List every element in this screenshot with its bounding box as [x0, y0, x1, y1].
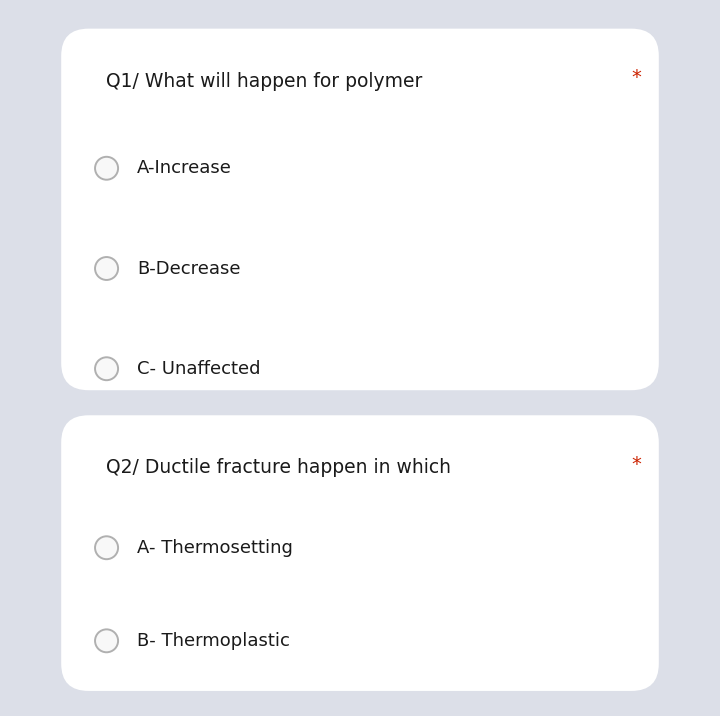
Circle shape: [95, 357, 118, 380]
Text: A-Increase: A-Increase: [137, 159, 232, 178]
Text: *: *: [631, 455, 641, 474]
Circle shape: [95, 536, 118, 559]
Circle shape: [95, 257, 118, 280]
Circle shape: [95, 629, 118, 652]
Text: B-Decrease: B-Decrease: [137, 259, 240, 278]
Text: B- Thermoplastic: B- Thermoplastic: [137, 632, 289, 650]
Circle shape: [95, 157, 118, 180]
Text: Q1/ What will happen for polymer: Q1/ What will happen for polymer: [106, 72, 422, 91]
Text: C- Unaffected: C- Unaffected: [137, 359, 261, 378]
FancyBboxPatch shape: [61, 29, 659, 390]
FancyBboxPatch shape: [61, 415, 659, 691]
Text: Q2/ Ductile fracture happen in which: Q2/ Ductile fracture happen in which: [106, 458, 451, 478]
Text: A- Thermosetting: A- Thermosetting: [137, 538, 292, 557]
Text: *: *: [631, 68, 641, 87]
